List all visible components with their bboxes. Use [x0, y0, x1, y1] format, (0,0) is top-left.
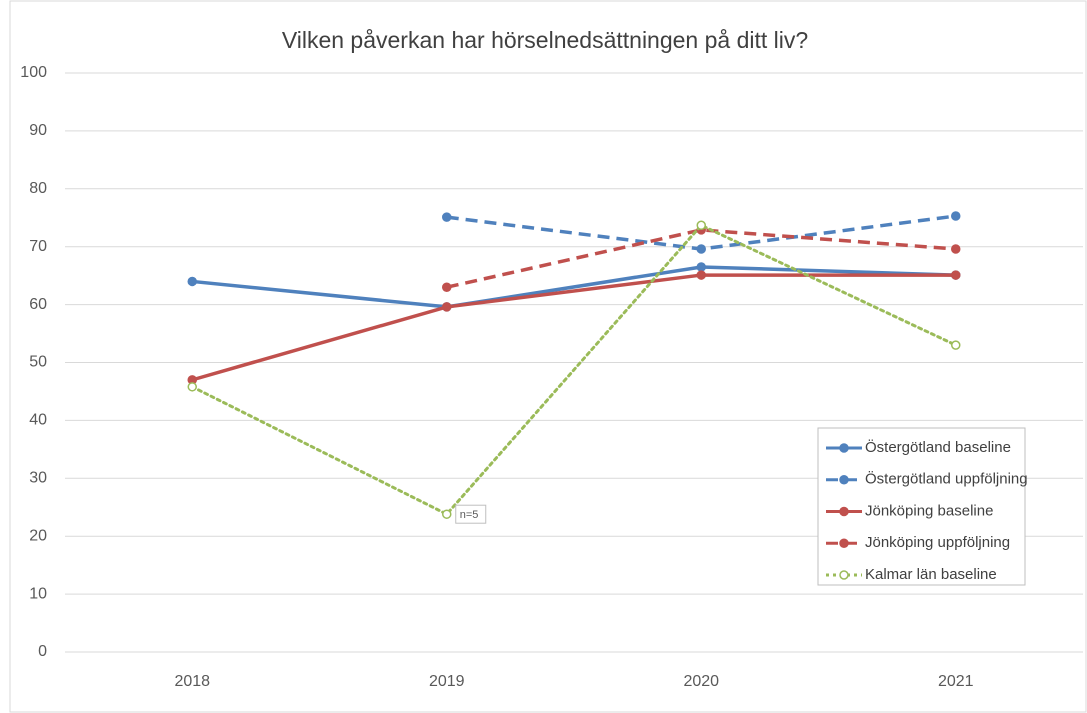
data-point — [951, 211, 961, 221]
annotation-box — [455, 504, 487, 524]
y-tick-label: 20 — [29, 527, 47, 544]
data-point — [442, 282, 452, 292]
chart-frame — [9, 0, 1087, 713]
data-point — [696, 262, 706, 272]
y-tick-label: 90 — [29, 122, 47, 139]
x-tick-label: 2019 — [429, 673, 465, 690]
y-tick-label: 0 — [38, 643, 47, 660]
y-tick-label: 100 — [20, 64, 47, 81]
annotation: n=5 — [460, 509, 479, 521]
y-tick-label: 60 — [29, 296, 47, 313]
data-point — [187, 382, 197, 392]
series-line — [446, 228, 956, 289]
legend-marker — [839, 570, 849, 580]
y-tick-label: 70 — [29, 238, 47, 255]
data-point — [696, 270, 706, 280]
data-point — [696, 244, 706, 254]
x-tick-label: 2020 — [683, 673, 719, 690]
data-point — [442, 302, 452, 312]
y-tick-label: 30 — [29, 470, 47, 487]
series-line — [190, 223, 958, 517]
legend-marker — [839, 443, 849, 453]
x-tick-label: 2018 — [174, 673, 210, 690]
legend-marker — [839, 538, 849, 548]
data-point — [696, 220, 706, 231]
y-tick-label: 50 — [29, 354, 47, 371]
chart-title: Vilken påverkan har hörselnedsättningen … — [282, 27, 808, 53]
y-tick-label: 80 — [29, 180, 47, 197]
data-point — [951, 270, 961, 280]
legend-box — [817, 427, 1026, 586]
legend-label: Jönköping uppföljning — [865, 534, 1010, 551]
data-point — [442, 509, 452, 519]
legend-marker — [839, 506, 849, 517]
legend-label: Jönköping baseline — [865, 502, 993, 519]
legend-label: Östergötland baseline — [865, 438, 1011, 456]
legend-marker — [839, 475, 849, 485]
x-tick-label: 2021 — [938, 673, 974, 690]
y-tick-label: 10 — [29, 585, 47, 602]
data-point — [187, 276, 197, 287]
data-point — [951, 244, 961, 254]
y-tick-label: 40 — [29, 412, 47, 429]
legend-label: Kalmar län baseline — [865, 566, 997, 583]
series-line — [191, 273, 956, 382]
data-point — [951, 340, 961, 350]
legend-label: Östergötland uppföljning — [865, 470, 1028, 488]
data-point — [442, 212, 452, 222]
series-line — [192, 265, 956, 309]
